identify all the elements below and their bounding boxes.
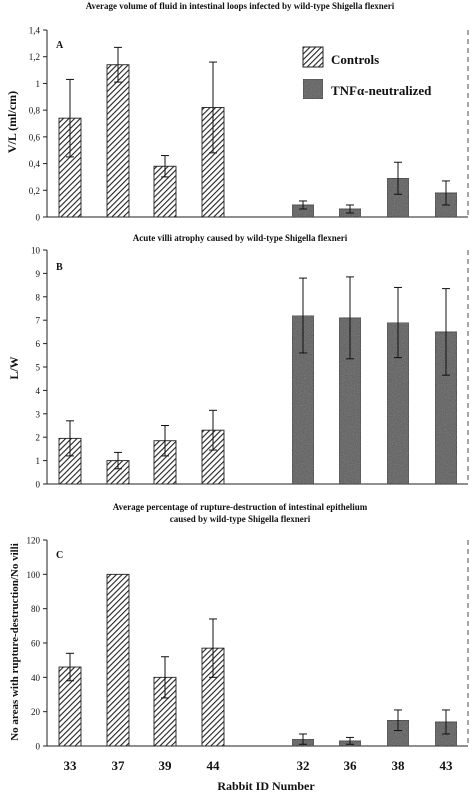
- panel-b-y-tick-label: 0: [36, 480, 41, 490]
- panel-b-y-tick-label: 4: [36, 386, 41, 396]
- panel-a-y-tick-label: 0,8: [29, 106, 41, 116]
- x-tick-label-44: 44: [207, 758, 221, 773]
- panel-a-y-tick-label: 0,2: [29, 186, 40, 196]
- panel-a-y-tick-label: 1,2: [29, 52, 40, 62]
- panel-c-y-tick-label: 80: [31, 604, 41, 614]
- panel-b-y-tick-label: 5: [36, 363, 41, 373]
- x-tick-label-37: 37: [112, 758, 126, 773]
- panel-a-y-tick-label: 0,6: [29, 132, 41, 142]
- panel-b-y-tick-label: 3: [36, 409, 41, 419]
- panel-b-y-tick-label: 10: [31, 246, 41, 256]
- panel-c-letter: C: [56, 550, 63, 561]
- panel-b-title: Acute villi atrophy caused by wild-type …: [133, 233, 348, 243]
- panel-c-y-tick-label: 40: [31, 673, 41, 683]
- x-tick-label-38: 38: [392, 758, 406, 773]
- x-tick-label-36: 36: [344, 758, 358, 773]
- panel-a-y-tick-label: 1,4: [29, 26, 41, 36]
- legend-tnf-swatch: [302, 78, 324, 100]
- panel-a-letter: A: [56, 40, 64, 51]
- panel-b-y-tick-label: 2: [36, 433, 41, 443]
- panel-b-y-tick-label: 1: [36, 456, 41, 466]
- panel-c-y-tick-label: 100: [27, 570, 41, 580]
- panel-c-y-tick-label: 20: [31, 707, 41, 717]
- panel-a-y-tick-label: 0: [36, 213, 41, 223]
- panel-c-bar-37: [106, 573, 130, 747]
- panel-c-title-line2: caused by wild-type Shigella flexneri: [170, 514, 311, 524]
- x-tick-label-33: 33: [64, 758, 78, 773]
- panel-a-title: Average volume of fluid in intestinal lo…: [86, 1, 395, 11]
- panel-a-ylabel: V/L (ml/cm): [5, 91, 19, 153]
- x-axis-label: Rabbit ID Number: [217, 779, 315, 793]
- panel-b-y-tick-label: 6: [36, 339, 41, 349]
- legend-controls-swatch: [302, 46, 324, 68]
- panel-b-y-tick-label: 9: [36, 269, 41, 279]
- panel-b-letter: B: [56, 262, 63, 273]
- panel-b-ylabel: L/W: [7, 356, 21, 379]
- panel-b-y-tick-label: 7: [36, 316, 41, 326]
- panel-c-y-tick-label: 60: [31, 639, 41, 649]
- panel-a-y-tick-label: 1: [36, 79, 41, 89]
- panel-c-y-tick-label: 120: [27, 536, 41, 546]
- panel-a-y-tick-label: 0,4: [29, 159, 41, 169]
- panel-a-bar-37: [106, 64, 130, 218]
- panel-c-title-line1: Average percentage of rupture-destructio…: [113, 502, 368, 512]
- x-tick-label-39: 39: [159, 758, 173, 773]
- x-tick-label-32: 32: [297, 758, 310, 773]
- panel-c-y-tick-label: 0: [36, 742, 41, 752]
- legend-controls-label: Controls: [331, 52, 379, 67]
- panel-b-y-tick-label: 8: [36, 292, 41, 302]
- legend-tnf-label: TNFα-neutralized: [331, 83, 432, 98]
- panel-c-ylabel: No areas with rupture-destruction/No vil…: [9, 543, 21, 741]
- legend: Controls TNFα-neutralized: [302, 46, 432, 100]
- x-tick-label-43: 43: [440, 758, 454, 773]
